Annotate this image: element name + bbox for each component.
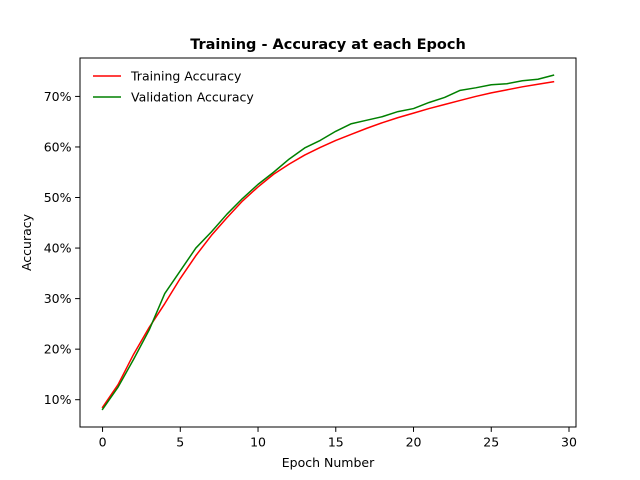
training-accuracy-point [242,200,244,202]
training-accuracy-point [428,108,430,110]
training-accuracy-point [133,353,135,355]
legend-label-validation-accuracy: Validation Accuracy [131,90,254,105]
x-axis-label: Epoch Number [282,455,375,470]
validation-accuracy-point [288,158,290,160]
plot-lines [101,74,555,411]
training-accuracy-point [288,163,290,165]
x-tick-label: 5 [176,435,184,450]
y-tick-label: 30% [44,291,72,306]
y-tick-label: 60% [44,139,72,154]
training-accuracy-point [304,154,306,156]
validation-accuracy-point [491,84,493,86]
validation-accuracy-point [257,184,259,186]
plot-frame [79,57,577,428]
validation-accuracy-point [553,74,555,76]
validation-accuracy-point [102,409,104,411]
validation-accuracy-point [242,198,244,200]
validation-accuracy-point [444,97,446,99]
training-accuracy-point [164,303,166,305]
y-tick-label: 50% [44,190,72,205]
validation-accuracy-point [506,83,508,85]
y-tick-label: 20% [44,342,72,357]
training-accuracy-point [195,255,197,257]
validation-accuracy-point [537,78,539,80]
training-accuracy-point [273,174,275,176]
y-axis-label: Accuracy [19,213,34,271]
validation-accuracy-point [273,171,275,173]
validation-accuracy-point [366,119,368,121]
validation-accuracy-point [133,359,135,361]
training-accuracy-point [444,104,446,106]
x-tick-label: 30 [561,435,577,450]
training-accuracy-point [335,140,337,142]
training-accuracy-point [491,92,493,94]
validation-accuracy-point [413,108,415,110]
training-accuracy-point [522,86,524,88]
training-accuracy-point [475,96,477,98]
training-accuracy-line [101,80,555,409]
x-axis-ticks: 0 5 10 15 20 25 30 [99,427,577,450]
y-tick-label: 40% [44,241,72,256]
validation-accuracy-point [351,123,353,125]
legend: Training Accuracy Validation Accuracy [93,69,254,105]
validation-accuracy-point [475,87,477,89]
legend-label-training-accuracy: Training Accuracy [130,69,242,84]
chart-title: Training - Accuracy at each Epoch [190,37,466,53]
x-tick-label: 10 [250,435,266,450]
training-accuracy-point [180,278,182,280]
training-accuracy-point [319,147,321,149]
validation-accuracy-point [304,147,306,149]
validation-accuracy-point [319,140,321,142]
y-tick-label: 10% [44,392,72,407]
training-accuracy-point [382,122,384,124]
validation-accuracy-line [101,74,555,411]
training-accuracy-point [257,186,259,188]
validation-accuracy-point [211,231,213,233]
training-accuracy-point [413,112,415,114]
validation-accuracy-point [522,80,524,82]
x-tick-label: 20 [406,435,422,450]
validation-accuracy-point [382,116,384,118]
training-accuracy-point [211,235,213,237]
x-tick-label: 0 [99,435,107,450]
x-tick-label: 25 [483,435,499,450]
training-accuracy-point [351,134,353,136]
validation-accuracy-point [335,131,337,133]
x-tick-label: 15 [328,435,344,450]
training-accuracy-point [553,81,555,83]
validation-accuracy-point [226,213,228,215]
validation-accuracy-point [180,270,182,272]
training-accuracy-point [366,128,368,130]
validation-accuracy-point [164,293,166,295]
validation-accuracy-point [148,329,150,331]
validation-accuracy-point [195,247,197,249]
validation-accuracy-point [117,386,119,388]
training-accuracy-point [226,217,228,219]
training-accuracy-point [459,100,461,102]
training-accuracy-point [537,84,539,86]
y-axis-ticks: 10% 20% 30% 40% 50% 60% 70% [44,89,80,407]
training-accuracy-point [397,117,399,119]
y-tick-label: 70% [44,89,72,104]
validation-accuracy-point [397,111,399,113]
validation-accuracy-point [459,90,461,92]
validation-accuracy-point [428,102,430,104]
training-accuracy-point [506,89,508,91]
